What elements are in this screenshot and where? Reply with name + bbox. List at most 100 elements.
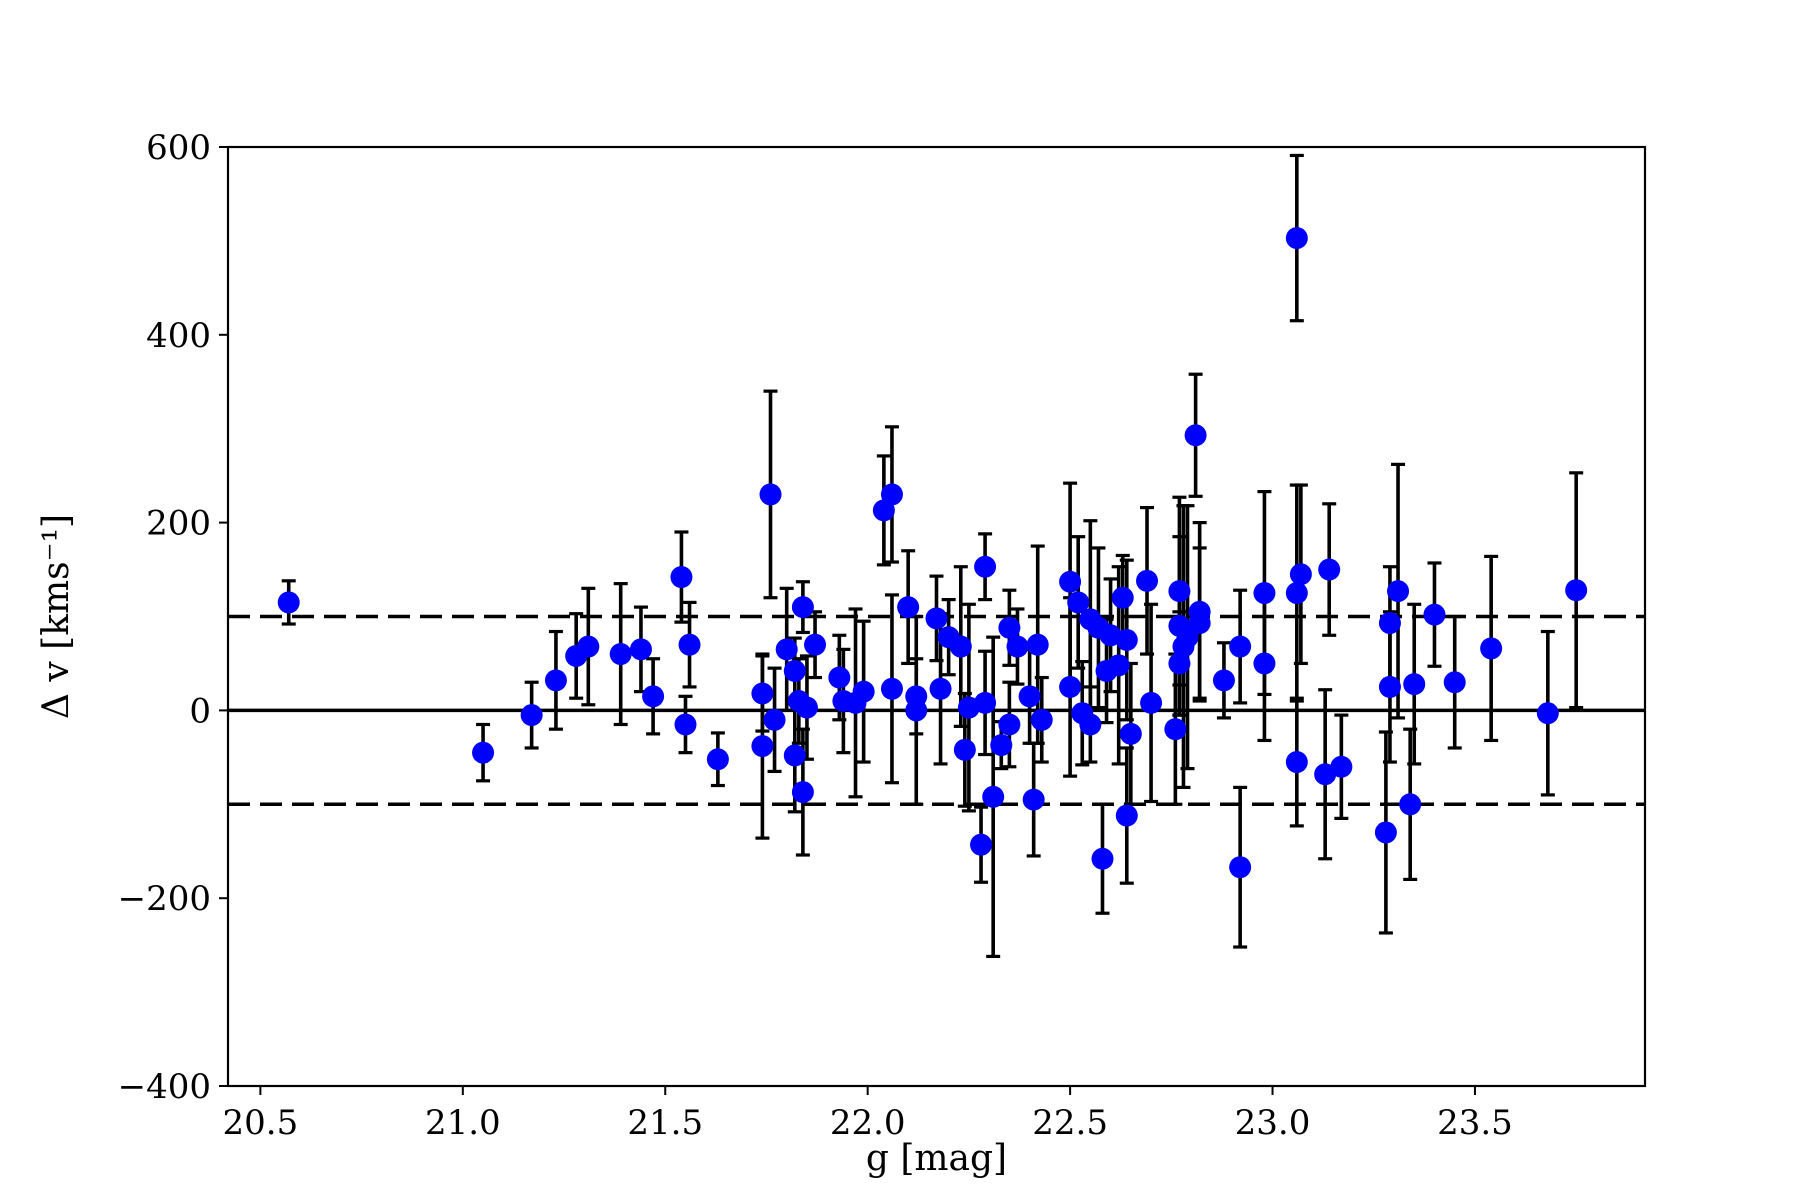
data-point [1164,718,1187,741]
data-markers [277,227,1588,879]
data-point [791,596,814,619]
data-point [1399,793,1422,816]
data-point [759,483,782,506]
data-point [1136,569,1159,592]
data-point [763,708,786,731]
data-point [775,638,798,661]
data-point [544,669,567,692]
data-point [1091,847,1114,870]
data-point [1006,635,1029,658]
data-point [1059,675,1082,698]
data-point [1423,603,1446,626]
data-point [1318,558,1341,581]
data-point [953,738,976,761]
y-tick-label: −200 [118,879,211,919]
data-point [1079,713,1102,736]
data-point [795,696,818,719]
data-point [642,685,665,708]
data-point [1111,586,1134,609]
data-point [791,781,814,804]
data-point [1212,669,1235,692]
data-point [990,734,1013,757]
data-point [1480,637,1503,660]
data-point [970,833,993,856]
data-point [678,633,701,656]
data-point [1536,702,1559,725]
data-point [949,635,972,658]
x-tick-label: 22.0 [830,1103,906,1143]
x-tick-label: 20.5 [223,1103,299,1143]
data-point [1018,685,1041,708]
data-point [1403,673,1426,696]
data-point [751,682,774,705]
data-point [1285,751,1308,774]
x-tick-label: 21.0 [425,1103,501,1143]
data-point [1378,675,1401,698]
data-point [577,635,600,658]
x-tick-label: 23.0 [1235,1103,1311,1143]
data-point [1374,821,1397,844]
data-point [974,691,997,714]
data-point [1443,671,1466,694]
data-point [1184,424,1207,447]
x-tick-label: 21.5 [627,1103,703,1143]
data-point [1565,579,1588,602]
data-point [998,616,1021,639]
data-point [609,643,632,666]
data-point [520,704,543,727]
data-point [998,713,1021,736]
data-point [1059,570,1082,593]
data-point [880,677,903,700]
data-point [1378,612,1401,635]
data-point [1229,635,1252,658]
data-point [472,741,495,764]
data-point [783,659,806,682]
data-point [1285,582,1308,605]
data-point [277,591,300,614]
data-point [1022,788,1045,811]
data-point [751,735,774,758]
y-axis-label: Δ v [kms⁻¹] [36,514,77,719]
data-point [929,677,952,700]
x-axis-label: g [mag] [866,1138,1007,1179]
data-point [925,607,948,630]
data-point [1107,654,1130,677]
y-tick-label: −400 [118,1067,211,1107]
y-tick-label: 200 [146,504,211,544]
data-point [674,713,697,736]
data-point [1115,628,1138,651]
y-axis-ticks: 600 400 200 0 −200 −400 [118,128,228,1107]
data-point [852,680,875,703]
x-tick-label: 23.5 [1437,1103,1513,1143]
data-point [804,633,827,656]
data-point [897,596,920,619]
y-tick-label: 400 [146,316,211,356]
data-point [706,748,729,771]
data-point [828,666,851,689]
data-point [880,483,903,506]
data-point [974,555,997,578]
data-point [1168,580,1191,603]
data-point [1168,652,1191,675]
data-point [629,638,652,661]
data-point [1289,563,1312,586]
data-point [905,699,928,722]
data-point [1026,633,1049,656]
data-point [1330,755,1353,778]
data-point [1188,612,1211,635]
data-point [783,744,806,767]
y-tick-label: 0 [189,691,211,731]
data-point [1253,582,1276,605]
y-tick-label: 600 [146,128,211,168]
data-point [1067,591,1090,614]
data-point [1285,227,1308,250]
data-point [1229,856,1252,879]
data-point [1030,708,1053,731]
x-axis-ticks: 20.5 21.0 21.5 22.0 22.5 23.0 23.5 [223,1086,1513,1143]
data-point [670,566,693,589]
data-point [1253,652,1276,675]
x-tick-label: 22.5 [1032,1103,1108,1143]
data-point [1140,691,1163,714]
data-point [982,785,1005,808]
